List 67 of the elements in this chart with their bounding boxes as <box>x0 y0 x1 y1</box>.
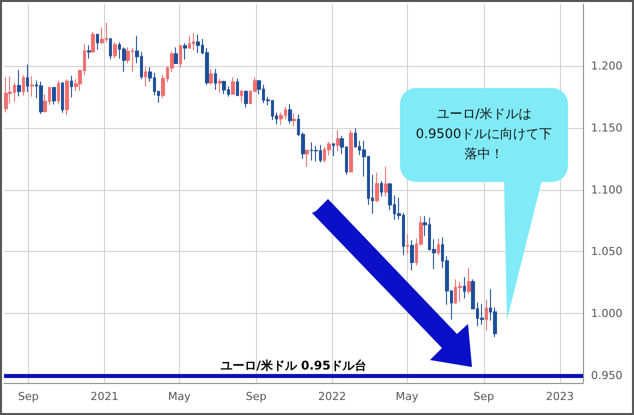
y-tick-label: 0.950 <box>591 369 622 382</box>
candlestick <box>349 129 353 173</box>
y-tick-label: 1.200 <box>591 59 622 72</box>
candlestick <box>485 299 488 331</box>
x-tick-label: May <box>396 390 419 403</box>
candlestick <box>222 80 226 95</box>
candlestick <box>410 240 414 271</box>
candlestick <box>65 78 69 116</box>
candlestick <box>179 44 182 68</box>
candlestick <box>380 180 383 198</box>
candlestick <box>57 80 60 105</box>
y-tick-label: 1.150 <box>591 121 622 134</box>
candlestick <box>292 112 296 127</box>
candlestick <box>463 276 466 299</box>
candlestick <box>406 234 409 254</box>
candlestick <box>109 38 112 60</box>
candlestick <box>244 90 248 108</box>
candlestick <box>467 268 471 294</box>
candlestick <box>4 76 8 113</box>
y-tick-label: 1.000 <box>591 307 622 320</box>
candlestick <box>305 149 309 168</box>
candlestick <box>209 68 213 86</box>
candlestick <box>17 70 21 97</box>
x-tick-label: Sep <box>473 390 494 403</box>
x-tick-label: Sep <box>246 390 266 403</box>
candlestick <box>218 78 222 94</box>
x-tick-label: 2022 <box>318 390 346 403</box>
candlestick <box>375 172 379 203</box>
candlestick <box>22 74 25 96</box>
candlestick <box>39 81 43 114</box>
candlestick <box>87 44 91 60</box>
x-tick-label: May <box>168 390 192 403</box>
candlestick <box>192 32 195 51</box>
y-tick-label: 1.050 <box>591 245 622 258</box>
candlestick <box>288 104 292 124</box>
candlestick <box>196 34 200 54</box>
candlestick <box>144 66 147 87</box>
candlestick <box>96 33 99 50</box>
candlestick <box>91 32 95 54</box>
candlestick <box>231 76 235 95</box>
y-tick-label: 1.100 <box>591 183 622 196</box>
candlestick <box>26 64 29 93</box>
candlestick <box>336 129 340 152</box>
candlestick <box>437 238 440 256</box>
x-tick-label: 2023 <box>546 390 574 403</box>
candlestick <box>122 46 126 72</box>
candlestick <box>480 303 484 326</box>
candlestick <box>240 89 243 103</box>
speech-bubble: ユーロ/米ドルは0.9500ドルに向けて下落中！ <box>400 88 568 182</box>
x-tick-label: Sep <box>18 390 39 403</box>
annotation: ユーロ/米ドルは0.9500ドルに向けて下落中！ <box>415 106 553 164</box>
candlestick <box>214 68 217 90</box>
candlestick <box>314 145 318 162</box>
candlestick <box>113 42 117 59</box>
candlestick <box>61 82 64 114</box>
candlestick <box>188 35 191 50</box>
candlestick <box>332 142 335 157</box>
candlestick <box>30 76 34 98</box>
candlestick <box>70 75 73 98</box>
candlestick <box>236 78 239 97</box>
candlestick <box>384 166 388 198</box>
x-tick-label: 2021 <box>90 390 118 403</box>
candlestick <box>174 46 178 64</box>
candlestick <box>183 42 187 60</box>
candlestick <box>52 86 56 105</box>
candlestick <box>458 282 462 302</box>
ref-line-label: ユーロ/米ドル 0.95ドル台 <box>220 358 367 373</box>
